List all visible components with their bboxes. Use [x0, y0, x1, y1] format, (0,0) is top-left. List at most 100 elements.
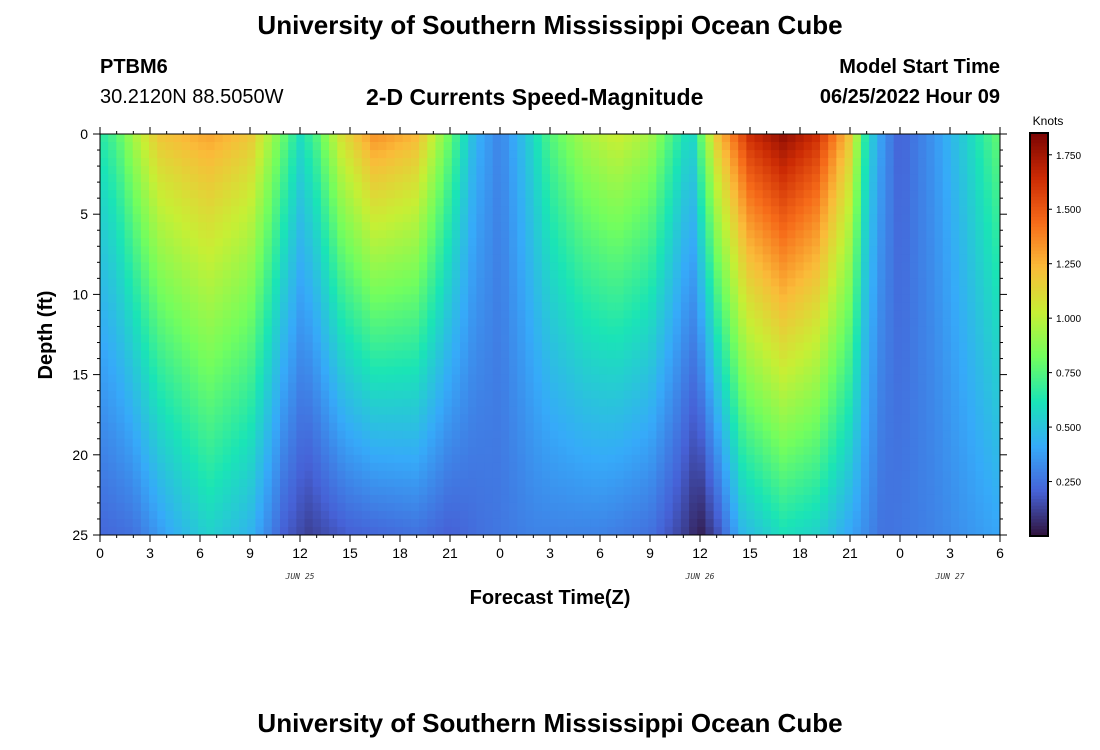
heatmap-cell — [558, 206, 567, 215]
heatmap-cell — [419, 390, 428, 400]
heatmap-cell — [770, 414, 780, 424]
heatmap-cell — [860, 134, 870, 143]
heatmap-cell — [689, 262, 698, 271]
heatmap-cell — [239, 246, 248, 255]
heatmap-cell — [140, 270, 150, 279]
heatmap-cell — [460, 470, 469, 480]
heatmap-cell — [893, 286, 903, 295]
heatmap-cell — [615, 310, 625, 320]
heatmap-cell — [222, 150, 232, 159]
heatmap-cell — [394, 166, 404, 175]
heatmap-cell — [378, 198, 387, 207]
heatmap-cell — [803, 174, 813, 183]
heatmap-cell — [329, 350, 338, 360]
heatmap-cell — [803, 206, 813, 215]
heatmap-cell — [787, 254, 797, 263]
heatmap-cell — [607, 462, 617, 472]
heatmap-cell — [721, 470, 731, 480]
heatmap-cell — [680, 302, 690, 312]
heatmap-cell — [779, 182, 788, 191]
heatmap-cell — [181, 342, 191, 352]
heatmap-cell — [640, 214, 649, 223]
heatmap-cell — [656, 382, 666, 392]
heatmap-cell — [419, 246, 428, 255]
heatmap-cell — [754, 142, 764, 151]
heatmap-cell — [288, 182, 297, 191]
heatmap-cell — [271, 326, 281, 336]
heatmap-cell — [721, 254, 731, 263]
heatmap-cell — [762, 358, 772, 368]
heatmap-cell — [451, 182, 461, 191]
heatmap-cell — [869, 462, 878, 472]
heatmap-cell — [746, 414, 756, 424]
heatmap-cell — [361, 510, 371, 520]
heatmap-cell — [574, 166, 584, 175]
heatmap-cell — [312, 382, 322, 392]
heatmap-cell — [312, 302, 322, 312]
heatmap-cell — [288, 278, 297, 287]
heatmap-cell — [664, 446, 674, 456]
heatmap-cell — [713, 294, 723, 304]
heatmap-cell — [672, 462, 682, 472]
heatmap-cell — [648, 326, 657, 336]
heatmap-cell — [378, 318, 387, 328]
heatmap-cell — [247, 150, 257, 159]
heatmap-cell — [320, 254, 330, 263]
heatmap-cell — [263, 222, 273, 231]
heatmap-cell — [280, 406, 289, 416]
heatmap-cell — [329, 222, 338, 231]
heatmap-cell — [214, 190, 224, 199]
heatmap-cell — [541, 366, 551, 376]
heatmap-cell — [640, 310, 649, 320]
heatmap-cell — [779, 494, 788, 504]
heatmap-cell — [582, 238, 592, 247]
heatmap-cell — [361, 334, 371, 344]
heatmap-cell — [271, 174, 281, 183]
heatmap-cell — [738, 446, 747, 456]
heatmap-cell — [803, 350, 813, 360]
heatmap-cell — [108, 254, 117, 263]
heatmap-cell — [738, 158, 747, 167]
heatmap-cell — [214, 358, 224, 368]
heatmap-cell — [885, 502, 895, 512]
heatmap-cell — [877, 158, 887, 167]
heatmap-cell — [901, 382, 911, 392]
heatmap-cell — [533, 310, 543, 320]
heatmap-cell — [599, 470, 608, 480]
heatmap-cell — [255, 134, 265, 143]
heatmap-cell — [779, 334, 788, 344]
heatmap-cell — [746, 334, 756, 344]
heatmap-cell — [206, 198, 216, 207]
heatmap-cell — [427, 478, 437, 488]
heatmap-cell — [910, 262, 919, 271]
heatmap-cell — [910, 254, 919, 263]
heatmap-cell — [271, 150, 281, 159]
heatmap-cell — [746, 374, 756, 384]
heatmap-cell — [280, 454, 289, 464]
heatmap-cell — [476, 414, 486, 424]
heatmap-cell — [304, 158, 314, 167]
heatmap-cell — [525, 446, 535, 456]
heatmap-cell — [803, 134, 813, 143]
heatmap-cell — [370, 422, 379, 432]
heatmap-cell — [353, 438, 363, 448]
heatmap-cell — [361, 174, 371, 183]
heatmap-cell — [296, 422, 306, 432]
heatmap-cell — [746, 294, 756, 304]
heatmap-cell — [165, 318, 175, 328]
heatmap-cell — [574, 510, 584, 520]
heatmap-cell — [451, 286, 461, 295]
heatmap-cell — [541, 406, 551, 416]
heatmap-cell — [648, 158, 657, 167]
heatmap-cell — [648, 510, 657, 520]
heatmap-cell — [648, 422, 657, 432]
heatmap-cell — [779, 302, 788, 312]
heatmap-cell — [108, 230, 117, 239]
heatmap-cell — [664, 518, 674, 528]
heatmap-cell — [779, 510, 788, 520]
heatmap-cell — [132, 294, 142, 304]
heatmap-cell — [844, 206, 854, 215]
heatmap-cell — [877, 334, 887, 344]
heatmap-cell — [402, 510, 412, 520]
heatmap-cell — [100, 174, 109, 183]
